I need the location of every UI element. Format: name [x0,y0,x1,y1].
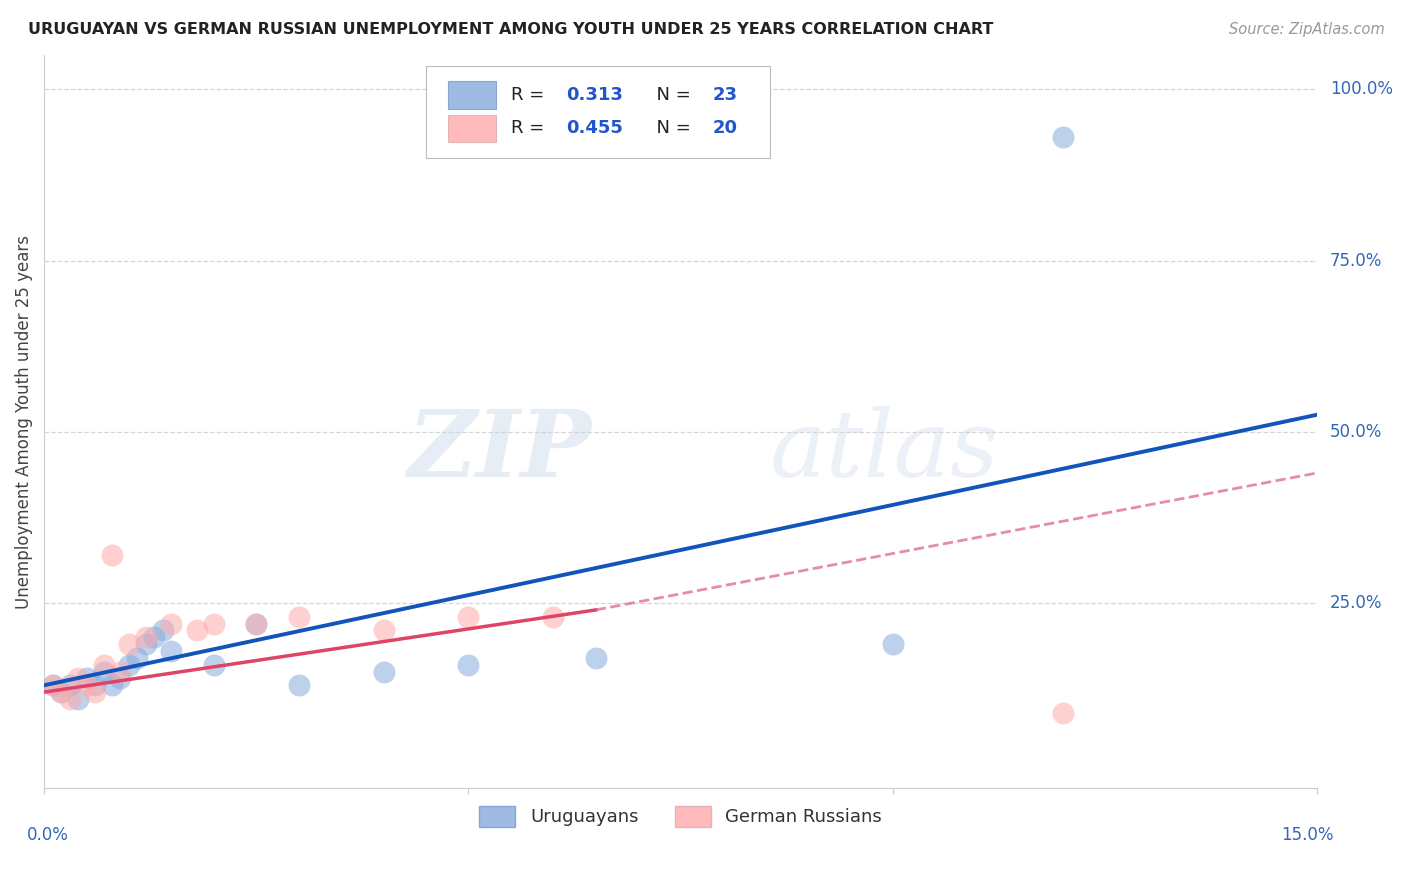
Bar [447,81,496,109]
FancyBboxPatch shape [426,66,769,158]
Text: URUGUAYAN VS GERMAN RUSSIAN UNEMPLOYMENT AMONG YOUTH UNDER 25 YEARS CORRELATION : URUGUAYAN VS GERMAN RUSSIAN UNEMPLOYMENT… [28,22,994,37]
Point [245,616,267,631]
Point [58,678,80,692]
Point [585,651,607,665]
Point [41,678,63,692]
Text: 20: 20 [713,120,737,137]
Point [93,657,115,672]
Point [1052,130,1074,145]
Text: 50.0%: 50.0% [1330,423,1382,441]
Point [160,644,183,658]
Point [186,624,208,638]
Point [67,672,90,686]
Point [543,609,565,624]
Point [84,685,107,699]
Point [110,665,132,679]
Point [101,548,124,562]
Point [373,624,395,638]
Text: 0.455: 0.455 [567,120,623,137]
Point [41,678,63,692]
Point [84,678,107,692]
Text: 0.313: 0.313 [567,86,623,103]
Text: ZIP: ZIP [408,406,592,496]
Point [135,637,157,651]
Text: R =: R = [512,86,550,103]
Text: 15.0%: 15.0% [1282,826,1334,844]
Point [457,657,479,672]
Point [245,616,267,631]
Point [58,692,80,706]
Text: N =: N = [645,86,696,103]
Point [202,616,225,631]
Point [67,692,90,706]
Point [76,678,98,692]
Point [93,665,115,679]
Point [135,630,157,644]
Point [101,678,124,692]
Point [118,637,141,651]
Point [373,665,395,679]
Point [287,609,309,624]
Text: 0.0%: 0.0% [27,826,69,844]
Text: 75.0%: 75.0% [1330,252,1382,269]
Text: R =: R = [512,120,550,137]
Point [287,678,309,692]
Point [152,624,174,638]
Point [110,672,132,686]
Point [49,685,72,699]
Point [457,609,479,624]
Point [127,651,149,665]
Point [160,616,183,631]
Text: atlas: atlas [769,406,1000,496]
Point [202,657,225,672]
Point [882,637,904,651]
Point [143,630,166,644]
Text: 100.0%: 100.0% [1330,80,1393,98]
Point [1052,706,1074,720]
Legend: Uruguayans, German Russians: Uruguayans, German Russians [472,798,889,834]
Y-axis label: Unemployment Among Youth under 25 years: Unemployment Among Youth under 25 years [15,235,32,608]
Text: Source: ZipAtlas.com: Source: ZipAtlas.com [1229,22,1385,37]
Text: 25.0%: 25.0% [1330,594,1382,612]
Point [49,685,72,699]
Point [118,657,141,672]
Point [76,672,98,686]
Bar [447,114,496,143]
Text: 23: 23 [713,86,737,103]
Text: N =: N = [645,120,696,137]
